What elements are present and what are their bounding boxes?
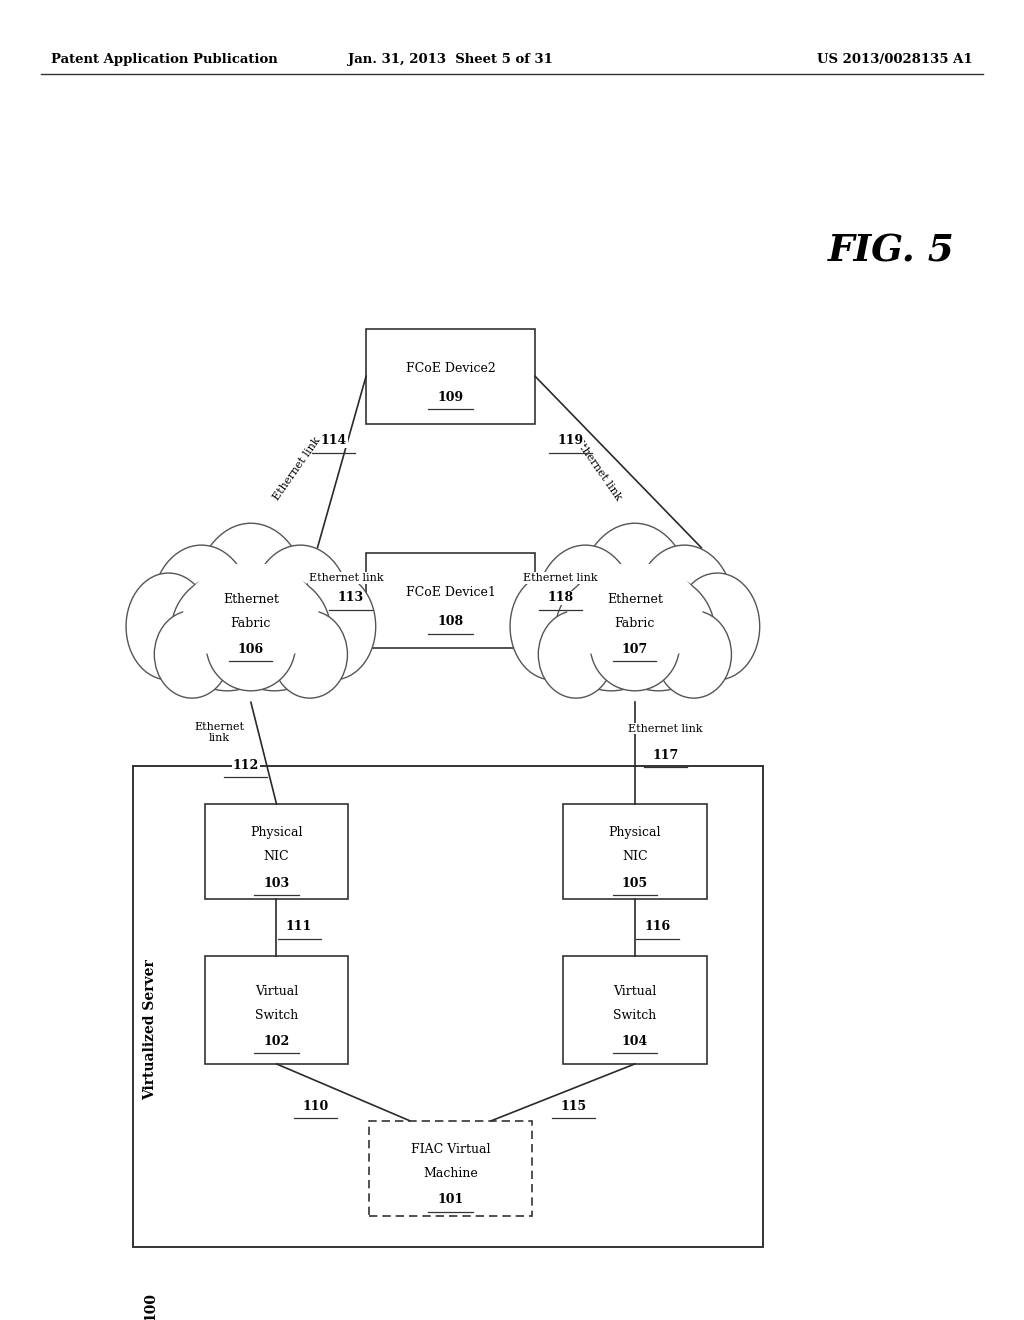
Text: 116: 116 [644, 920, 671, 933]
Text: NIC: NIC [622, 850, 648, 863]
Ellipse shape [539, 611, 613, 698]
Text: Patent Application Publication: Patent Application Publication [51, 53, 278, 66]
Text: Switch: Switch [255, 1008, 298, 1022]
Ellipse shape [126, 573, 211, 680]
Text: 103: 103 [263, 876, 290, 890]
Text: Ethernet link: Ethernet link [629, 723, 702, 734]
Ellipse shape [272, 611, 347, 698]
Ellipse shape [171, 574, 284, 690]
Text: Jan. 31, 2013  Sheet 5 of 31: Jan. 31, 2013 Sheet 5 of 31 [348, 53, 553, 66]
FancyBboxPatch shape [563, 956, 707, 1064]
Text: 108: 108 [437, 615, 464, 628]
Text: Ethernet link: Ethernet link [309, 573, 383, 583]
Text: Ethernet
link: Ethernet link [195, 722, 244, 743]
Text: Physical: Physical [250, 826, 303, 840]
Ellipse shape [510, 573, 595, 680]
Text: 107: 107 [622, 643, 648, 656]
Text: 113: 113 [337, 591, 364, 605]
Text: FIG. 5: FIG. 5 [827, 232, 954, 269]
Text: Ethernet: Ethernet [607, 593, 663, 606]
FancyBboxPatch shape [367, 329, 535, 424]
Text: Virtual: Virtual [255, 985, 298, 998]
Text: 102: 102 [263, 1035, 290, 1048]
Text: 101: 101 [437, 1193, 464, 1206]
Ellipse shape [251, 545, 350, 672]
Ellipse shape [579, 523, 691, 673]
Text: Physical: Physical [608, 826, 662, 840]
FancyBboxPatch shape [563, 804, 707, 899]
Ellipse shape [675, 573, 760, 680]
Text: 114: 114 [321, 434, 347, 447]
Ellipse shape [183, 562, 318, 665]
FancyBboxPatch shape [367, 553, 535, 648]
Text: 109: 109 [437, 391, 464, 404]
Ellipse shape [152, 545, 251, 672]
Ellipse shape [602, 574, 715, 690]
FancyBboxPatch shape [205, 804, 348, 899]
Text: US 2013/0028135 A1: US 2013/0028135 A1 [817, 53, 973, 66]
Text: Switch: Switch [613, 1008, 656, 1022]
Text: 106: 106 [238, 643, 264, 656]
Text: Fabric: Fabric [230, 616, 271, 630]
Ellipse shape [567, 562, 702, 665]
Text: 119: 119 [557, 434, 584, 447]
Text: Ethernet: Ethernet [223, 593, 279, 606]
Ellipse shape [195, 523, 307, 673]
FancyBboxPatch shape [205, 956, 348, 1064]
Text: 118: 118 [547, 591, 573, 605]
Text: FCoE Device1: FCoE Device1 [406, 586, 496, 599]
Text: 117: 117 [652, 748, 679, 762]
Text: 111: 111 [286, 920, 312, 933]
Text: NIC: NIC [263, 850, 290, 863]
Text: 104: 104 [622, 1035, 648, 1048]
Ellipse shape [536, 545, 635, 672]
Ellipse shape [590, 598, 680, 690]
Ellipse shape [291, 573, 376, 680]
Text: 115: 115 [560, 1100, 587, 1113]
Text: 100: 100 [143, 1292, 158, 1320]
Text: 112: 112 [232, 759, 259, 772]
Text: FCoE Device2: FCoE Device2 [406, 362, 496, 375]
Text: Virtualized Server: Virtualized Server [143, 960, 158, 1100]
Ellipse shape [218, 574, 331, 690]
Text: Fabric: Fabric [614, 616, 655, 630]
Text: Ethernet link: Ethernet link [572, 436, 624, 502]
FancyBboxPatch shape [369, 1121, 532, 1216]
Text: FIAC Virtual: FIAC Virtual [411, 1143, 490, 1156]
Ellipse shape [635, 545, 734, 672]
Text: Virtual: Virtual [613, 985, 656, 998]
Ellipse shape [656, 611, 731, 698]
Text: 110: 110 [302, 1100, 329, 1113]
Ellipse shape [155, 611, 229, 698]
Ellipse shape [206, 598, 296, 690]
FancyBboxPatch shape [133, 766, 763, 1247]
Text: Ethernet link: Ethernet link [523, 573, 597, 583]
Text: Machine: Machine [423, 1167, 478, 1180]
Text: 105: 105 [622, 876, 648, 890]
Ellipse shape [555, 574, 668, 690]
Text: Ethernet link: Ethernet link [271, 436, 323, 502]
